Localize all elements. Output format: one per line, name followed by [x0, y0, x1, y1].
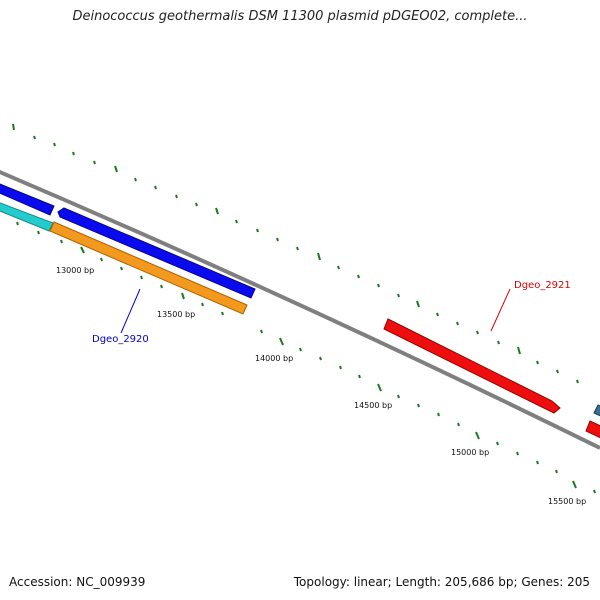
- tick-label: 13500 bp: [157, 310, 195, 319]
- tick-label: 14500 bp: [354, 401, 392, 410]
- tick-mark: [317, 252, 321, 261]
- tick-mark: [279, 337, 284, 346]
- gene-arrow-dgeo-2921[interactable]: [383, 318, 561, 414]
- tick-mark: [181, 292, 185, 300]
- tick-mark: [417, 403, 420, 408]
- tick-mark: [53, 142, 56, 147]
- tick-mark: [299, 347, 302, 352]
- map-title: Deinococcus geothermalis DSM 11300 plasm…: [72, 9, 528, 24]
- tick-mark: [16, 221, 19, 226]
- gene-label-dgeo-2920[interactable]: Dgeo_2920: [92, 334, 149, 345]
- topology-summary: Topology: linear; Length: 205,686 bp; Ge…: [293, 575, 590, 589]
- tick-mark: [397, 394, 400, 399]
- tick-label: 15000 bp: [451, 448, 489, 457]
- tick-mark: [476, 330, 479, 335]
- tick-mark: [456, 321, 459, 326]
- tick-mark: [497, 340, 500, 345]
- tick-mark: [475, 431, 480, 440]
- gene-label-dgeo-2921[interactable]: Dgeo_2921: [514, 280, 571, 291]
- tick-mark: [516, 451, 519, 456]
- tick-mark: [517, 346, 521, 355]
- gene-labels: Dgeo_2920 Dgeo_2921: [92, 280, 571, 345]
- tick-mark: [201, 302, 204, 307]
- tick-mark: [555, 469, 558, 474]
- tick-mark: [496, 441, 499, 446]
- tick-mark: [114, 165, 118, 173]
- tick-mark: [436, 312, 439, 317]
- tick-labels: 13000 bp 13500 bp 14000 bp 14500 bp 1500…: [56, 266, 586, 506]
- tick-mark: [337, 265, 340, 270]
- tick-mark: [221, 311, 224, 316]
- inner-tick-marks: [16, 221, 596, 494]
- tick-mark: [72, 151, 75, 156]
- gene-features[interactable]: [0, 182, 600, 440]
- tick-mark: [93, 160, 96, 165]
- tick-mark: [175, 194, 178, 199]
- tick-label: 14000 bp: [255, 354, 293, 363]
- tick-mark: [33, 135, 36, 140]
- tick-mark: [377, 383, 382, 392]
- gene-arrow[interactable]: [0, 201, 54, 232]
- tick-mark: [37, 230, 40, 235]
- tick-mark: [357, 274, 360, 279]
- tick-mark: [319, 356, 322, 361]
- tick-mark: [437, 412, 440, 417]
- outer-tick-marks: [12, 123, 579, 384]
- gene-arrow[interactable]: [0, 182, 55, 216]
- tick-mark: [256, 228, 259, 233]
- gene-arrow[interactable]: [57, 207, 256, 299]
- tick-mark: [60, 239, 63, 244]
- gene-arrow[interactable]: [593, 404, 600, 418]
- leader-line: [120, 288, 141, 334]
- tick-mark: [397, 293, 400, 298]
- tick-mark: [358, 374, 361, 379]
- tick-label: 15500 bp: [548, 497, 586, 506]
- gene-arrow-dgeo-2920[interactable]: [49, 221, 248, 315]
- tick-mark: [140, 275, 143, 280]
- tick-mark: [80, 246, 85, 254]
- tick-mark: [576, 379, 579, 384]
- tick-mark: [377, 283, 380, 288]
- tick-mark: [134, 177, 137, 182]
- tick-mark: [296, 246, 299, 251]
- tick-mark: [160, 284, 163, 289]
- tick-mark: [12, 123, 15, 131]
- leader-line: [490, 288, 511, 332]
- tick-mark: [457, 422, 460, 427]
- tick-mark: [339, 365, 342, 370]
- tick-mark: [120, 266, 123, 271]
- tick-mark: [276, 237, 279, 242]
- tick-mark: [556, 369, 559, 374]
- tick-mark: [593, 489, 596, 494]
- tick-mark: [536, 360, 539, 365]
- tick-mark: [235, 219, 238, 224]
- tick-mark: [416, 300, 420, 308]
- tick-mark: [195, 202, 198, 207]
- tick-mark: [215, 207, 219, 215]
- accession-text: Accession: NC_009939: [9, 575, 146, 589]
- gene-arrow[interactable]: [585, 420, 600, 440]
- tick-mark: [260, 329, 263, 334]
- tick-mark: [572, 480, 577, 489]
- tick-label: 13000 bp: [56, 266, 94, 275]
- plasmid-backbone: [0, 169, 600, 450]
- tick-mark: [154, 185, 157, 190]
- tick-mark: [100, 257, 103, 262]
- tick-mark: [536, 460, 539, 465]
